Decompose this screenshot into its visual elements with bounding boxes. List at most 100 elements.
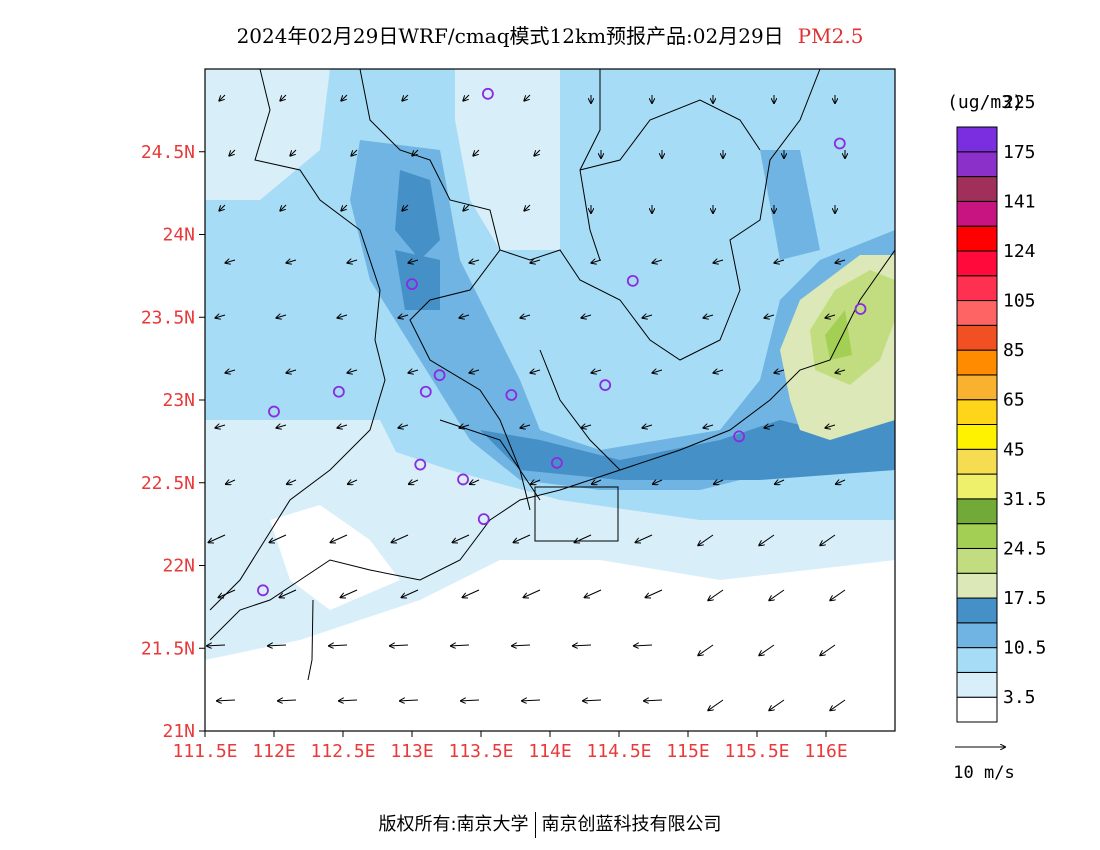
wind-arrow [592,480,602,484]
wind-arrow [463,589,480,597]
wind-arrow [713,260,724,263]
wind-reference-label: 10 m/s [953,763,1014,783]
wind-arrow [591,370,602,373]
legend-label: 10.5 [1003,638,1046,659]
concentration-field [205,69,895,731]
lat-tick-label: 21N [162,721,195,742]
lon-tick-label: 116E [804,741,847,762]
wind-vectors [207,94,846,710]
wind-arrow [585,589,602,597]
wind-arrow [759,534,775,545]
wind-arrow [278,700,297,701]
wind-arrow [575,534,592,542]
wind-arrow [524,94,531,101]
legend-swatch [956,151,998,178]
legend-label: 141 [1003,191,1036,212]
wind-arrow [225,260,236,263]
legend-swatch [956,399,998,426]
lat-tick-label: 24N [162,225,195,246]
wind-arrow [713,370,724,373]
wind-arrow [219,94,226,101]
legend-label: 124 [1003,241,1036,262]
wind-arrow [644,700,663,701]
wind-arrow [835,370,846,373]
wind-arrow [402,589,419,597]
legend-swatch [956,275,998,302]
wind-arrow [463,204,470,211]
wind-arrow [531,480,541,484]
wind-arrow [459,315,470,318]
legend-label: 175 [1003,142,1036,163]
wind-arrow [759,644,775,655]
legend-label: 3.5 [1003,687,1036,708]
station-marker [433,369,446,382]
wind-arrow [400,700,419,701]
wind-arrow [412,149,419,156]
wind-arrow [514,534,531,542]
lat-tick-label: 23.5N [141,307,195,328]
wind-arrow [280,94,287,101]
legend-swatch [956,300,998,326]
legend-swatch [956,200,998,227]
wind-arrow [642,425,653,428]
wind-arrow [463,94,470,101]
station-marker [257,584,269,597]
wind-arrow [708,699,724,710]
wind-arrow [573,645,592,646]
wind-arrow [351,149,358,156]
wind-arrow [268,645,287,646]
wind-arrow [530,370,541,373]
wind-arrow [209,534,226,542]
wind-arrow [215,425,226,428]
wind-arrow [708,589,724,600]
legend-label: 85 [1003,340,1025,361]
wind-arrow [825,315,836,318]
wind-arrow [825,425,836,428]
wind-arrow [591,260,602,263]
legend-swatch [956,523,998,549]
wind-arrow [337,315,348,318]
wind-arrow [409,480,419,484]
station-marker [414,458,427,471]
wind-arrow [229,149,236,156]
station-markers [257,87,867,597]
legend-swatch [956,671,998,698]
legend-label: 225 [1003,92,1036,113]
wind-arrow [636,534,653,542]
wind-arrow [820,644,836,655]
lon-tick-label: 114.5E [586,741,651,762]
wind-arrow [534,149,541,156]
lon-tick-label: 113E [390,741,433,762]
wind-arrow [276,425,287,428]
wind-arrow [473,149,480,156]
wind-arrow [524,204,531,211]
wind-arrow [703,315,714,318]
wind-arrow [341,589,358,597]
lon-tick-label: 115E [666,741,709,762]
wind-arrow [337,425,348,428]
wind-arrow [215,315,226,318]
wind-arrow [764,315,775,318]
wind-arrow [347,370,358,373]
wind-arrow [348,480,358,484]
legend-label: 31.5 [1003,489,1046,510]
station-marker [833,137,846,150]
boundary-lines [209,69,895,681]
pollutant-label: PM2.5 [797,24,864,48]
lon-tick-label: 112E [252,741,295,762]
wind-arrow [331,534,348,542]
legend-swatch [956,572,998,599]
wind-arrow [769,699,785,710]
station-marker [481,87,494,100]
lat-tick-label: 22.5N [141,473,195,494]
lat-tick-label: 22N [162,556,195,577]
wind-arrow [524,589,541,597]
station-marker [406,278,418,291]
legend-swatch [956,647,998,673]
wind-arrow [774,260,785,263]
station-marker [551,456,563,469]
legend-swatch [956,324,998,351]
wind-arrow [830,589,846,600]
legend-swatch [956,126,998,153]
wind-arrow [512,645,531,646]
